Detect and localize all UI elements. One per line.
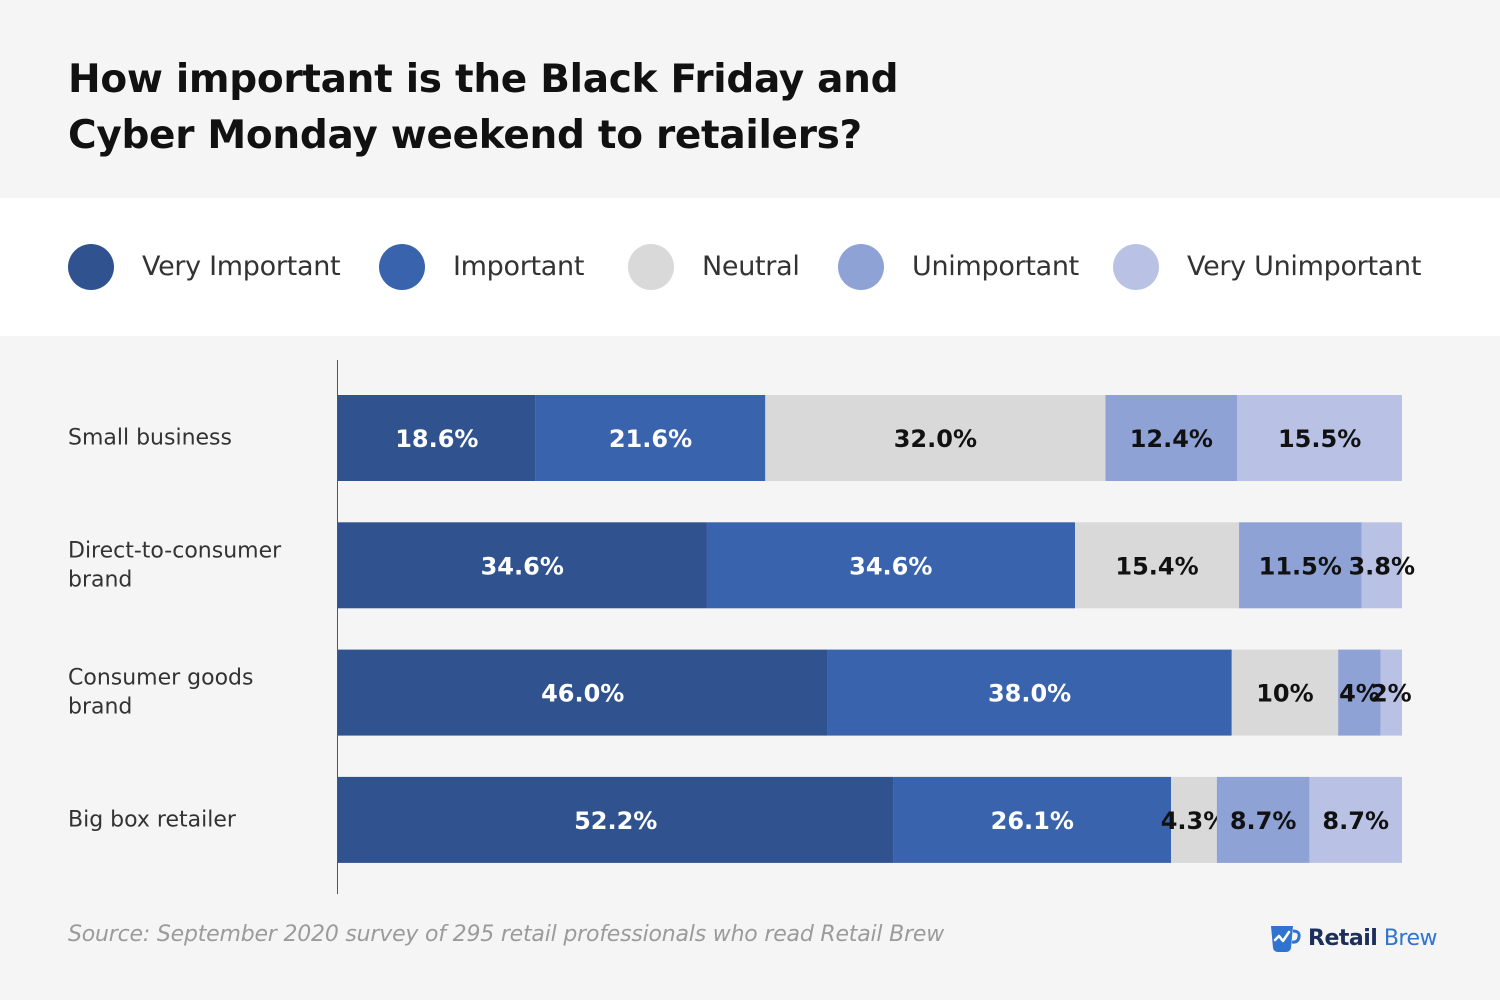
data-label: 8.7% bbox=[1230, 807, 1297, 835]
brand-name: Retail Brew bbox=[1308, 926, 1438, 951]
category-label: Consumer goods brand bbox=[68, 666, 254, 720]
bar-segment bbox=[338, 522, 707, 609]
data-label: 34.6% bbox=[849, 552, 932, 580]
legend-label-unimportant: Unimportant bbox=[912, 251, 1079, 282]
chart-title: How important is the Black Friday and Cy… bbox=[68, 57, 899, 158]
chart-area: Small business 18.6% 21.6% 32.0% 12.4% 15.5% D… bbox=[0, 336, 1500, 1000]
data-label: 46.0% bbox=[541, 680, 624, 708]
legend-label-very-unimportant: Very Unimportant bbox=[1187, 251, 1422, 282]
data-label: 4% bbox=[1339, 680, 1380, 708]
bar-segment bbox=[535, 395, 766, 481]
brand-retail-text: Retail bbox=[1308, 926, 1378, 951]
legend-label-important: Important bbox=[453, 251, 585, 282]
data-label: 21.6% bbox=[609, 425, 692, 453]
coffee-cup-icon bbox=[1271, 926, 1301, 952]
category-label: Direct-to-consumer brand bbox=[68, 538, 282, 592]
bar-segment bbox=[1338, 649, 1381, 736]
data-label: 34.6% bbox=[481, 552, 564, 580]
bar-segment bbox=[1105, 395, 1238, 481]
legend-label-neutral: Neutral bbox=[702, 251, 800, 282]
bar-segment bbox=[1309, 776, 1402, 863]
data-label: 11.5% bbox=[1259, 552, 1342, 580]
bar-segment bbox=[338, 776, 894, 863]
data-label: 8.7% bbox=[1322, 807, 1389, 835]
data-label: 52.2% bbox=[574, 807, 657, 835]
data-label: 12.4% bbox=[1130, 425, 1213, 453]
legend-swatch-neutral bbox=[628, 244, 674, 290]
bar-segment bbox=[338, 649, 828, 736]
bar-segment bbox=[1237, 395, 1402, 481]
brand-logo: Retail Brew bbox=[1268, 918, 1448, 958]
bar-segment bbox=[893, 776, 1172, 863]
bar-segment bbox=[706, 522, 1076, 609]
data-label: 32.0% bbox=[894, 425, 977, 453]
data-label: 38.0% bbox=[988, 680, 1071, 708]
data-label: 3.8% bbox=[1348, 552, 1415, 580]
data-label: 26.1% bbox=[991, 807, 1074, 835]
bar-segment bbox=[765, 395, 1106, 481]
bar-segment bbox=[1171, 776, 1217, 863]
bar-segment bbox=[1361, 522, 1402, 609]
data-label: 15.5% bbox=[1278, 425, 1361, 453]
legend: Very Important Important Neutral Unimpor… bbox=[0, 198, 1500, 336]
bar-segment bbox=[1231, 649, 1339, 736]
legend-label-very-important: Very Important bbox=[142, 251, 341, 282]
data-label: 18.6% bbox=[395, 425, 478, 453]
legend-swatch-very-important bbox=[68, 244, 114, 290]
data-label: 2% bbox=[1371, 680, 1412, 708]
bar-segment bbox=[1216, 776, 1310, 863]
bar-segment bbox=[1075, 522, 1240, 609]
legend-swatch-unimportant bbox=[838, 244, 884, 290]
title-band: How important is the Black Friday and Cy… bbox=[0, 0, 1500, 198]
legend-swatch-very-unimportant bbox=[1113, 244, 1159, 290]
legend-swatch-important bbox=[379, 244, 425, 290]
bar-segment bbox=[338, 395, 536, 481]
category-label: Big box retailer bbox=[68, 807, 237, 832]
bar-segment bbox=[1239, 522, 1362, 609]
data-label: 10% bbox=[1256, 680, 1313, 708]
category-label: Small business bbox=[68, 426, 232, 451]
data-label: 15.4% bbox=[1115, 552, 1198, 580]
bar-segment bbox=[1380, 649, 1402, 736]
data-label: 4.3% bbox=[1161, 807, 1228, 835]
bar-segment bbox=[827, 649, 1232, 736]
brand-brew-text: Brew bbox=[1383, 926, 1438, 951]
source-note: Source: September 2020 survey of 295 ret… bbox=[68, 922, 944, 947]
stacked-bar-chart: Small business 18.6% 21.6% 32.0% 12.4% 15.5% D… bbox=[68, 360, 1415, 894]
